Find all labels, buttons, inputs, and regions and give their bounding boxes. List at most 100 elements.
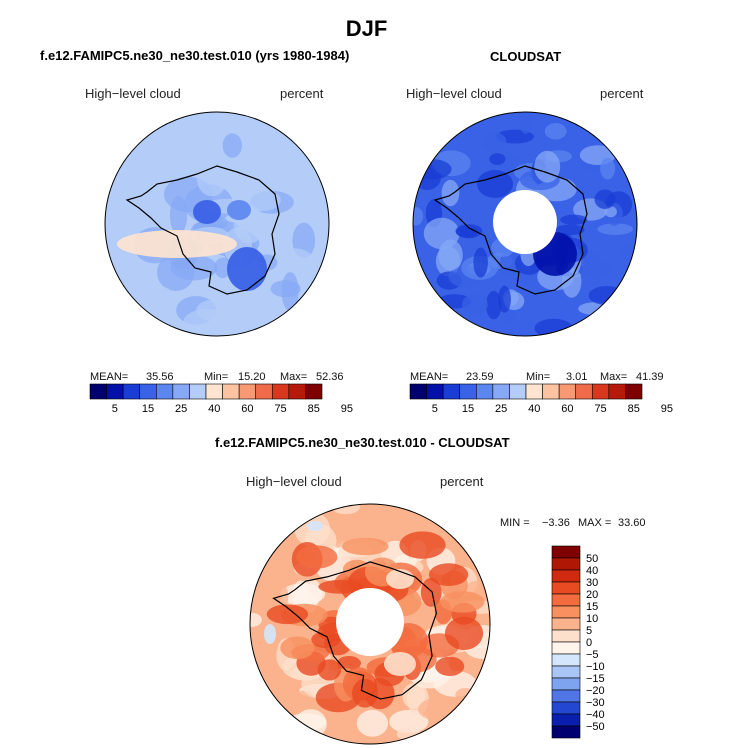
field-patch: [341, 537, 389, 556]
colorbar-box: [608, 383, 626, 400]
colorbar-box: [106, 383, 124, 400]
colorbar-box: [542, 383, 560, 400]
map-border: [249, 503, 491, 745]
panel-2-title: CLOUDSAT: [490, 49, 562, 64]
colorbar-box: [288, 383, 306, 400]
field-patch: [597, 223, 634, 235]
field-patch: [384, 652, 416, 676]
panel-2-min-label: Min=: [526, 371, 551, 383]
field-patch: [275, 248, 314, 273]
map-field-2: [413, 112, 637, 336]
colorbar-box: [409, 383, 427, 400]
colorbar-box: [551, 593, 581, 607]
colorbar-tick-label: 5: [586, 625, 592, 637]
map-panel-1: [104, 111, 330, 337]
field-patch: [440, 591, 485, 613]
colorbar-tick-label: 40: [528, 403, 540, 415]
colorbar-tick-label: 25: [495, 403, 507, 415]
panel-2-mean-value: 23.59: [466, 371, 494, 383]
colorbar-box: [551, 677, 581, 691]
colorbar-tick-label: 85: [308, 403, 320, 415]
field-patch: [420, 577, 442, 607]
colorbar-tick-label: 60: [241, 403, 253, 415]
colorbar-box: [426, 383, 444, 400]
field-patch: [227, 247, 267, 291]
colorbar-box: [222, 383, 240, 400]
colorbar-box: [238, 383, 257, 400]
panel-3-min-value: −3.36: [542, 517, 570, 529]
colorbar-box: [551, 701, 581, 715]
field-patch: [588, 286, 626, 306]
field-patch: [455, 688, 475, 702]
field-patch: [318, 579, 364, 594]
field-patch: [250, 612, 262, 628]
colorbar-tick-label: 95: [341, 403, 353, 415]
colorbar-tick-label: 5: [112, 403, 118, 415]
field-patch: [489, 153, 506, 165]
colorbar-tick-label: 15: [586, 601, 598, 613]
colorbar-box: [551, 545, 581, 559]
panel-3-title: f.e12.FAMIPC5.ne30_ne30.test.010 - CLOUD…: [215, 435, 510, 450]
panel-3-max-label: MAX =: [578, 517, 612, 529]
panel-2-min-value: 3.01: [566, 371, 588, 383]
colorbar-box: [551, 641, 581, 655]
field-patch: [435, 656, 465, 677]
antarctica-coastline: [272, 561, 438, 700]
colorbar-box: [89, 383, 107, 400]
colorbar-box: [625, 383, 643, 400]
panel-3-max-value: 33.60: [618, 517, 646, 529]
colorbar-tick-label: 60: [561, 403, 573, 415]
field-patch: [534, 150, 561, 183]
colorbar-box: [551, 653, 581, 667]
colorbar-box: [189, 383, 207, 400]
field-patch: [455, 225, 478, 238]
field-patch: [444, 616, 484, 651]
field-patch: [196, 299, 232, 322]
field-patch: [481, 131, 507, 153]
colorbar-box: [525, 383, 543, 400]
colorbar-box: [551, 617, 581, 631]
colorbar-tick-label: 25: [175, 403, 187, 415]
colorbar-tick-label: −50: [586, 721, 605, 733]
map-panel-3: [249, 503, 491, 745]
field-patch: [462, 293, 488, 315]
colorbar-tick-label: 95: [661, 403, 673, 415]
map-panel-2: [412, 111, 638, 337]
colorbar-tick-label: 15: [142, 403, 154, 415]
field-patch: [351, 678, 379, 708]
map-border: [104, 111, 330, 337]
field-patch: [413, 207, 424, 226]
field-patch: [560, 214, 588, 225]
colorbar-tick-label: −10: [586, 661, 605, 673]
colorbar-tick-label: −5: [586, 649, 599, 661]
panel-1-max-label: Max=: [280, 371, 308, 383]
panel-1-min-label: Min=: [204, 371, 229, 383]
field-patch: [243, 189, 281, 212]
colorbar-box: [305, 383, 323, 400]
colorbar-box: [509, 383, 527, 400]
colorbar-box: [551, 665, 581, 679]
field-patch: [413, 159, 452, 180]
field-patch: [544, 122, 567, 140]
colorbar-box: [172, 383, 190, 400]
panel-1-max-value: 52.36: [316, 371, 344, 383]
panel-3-variable: High−level cloud: [246, 474, 342, 489]
field-patch: [581, 261, 614, 279]
map-field-1: [105, 112, 329, 336]
colorbar-tick-label: 85: [628, 403, 640, 415]
colorbar-box: [551, 569, 581, 583]
colorbar-tick-label: 75: [594, 403, 606, 415]
field-patch: [214, 257, 231, 279]
panel-2-mean-label: MEAN=: [410, 371, 449, 383]
panel-2-max-value: 41.39: [636, 371, 664, 383]
colorbar-box: [459, 383, 477, 400]
field-patch: [331, 504, 360, 515]
panel-1-units: percent: [280, 86, 324, 101]
field-patch: [555, 224, 585, 236]
panel-2-variable: High−level cloud: [406, 86, 502, 101]
field-patch: [604, 206, 617, 218]
colorbar-box: [122, 383, 141, 400]
panel-1-variable: High−level cloud: [85, 86, 181, 101]
colorbar-tick-label: 0: [586, 637, 592, 649]
